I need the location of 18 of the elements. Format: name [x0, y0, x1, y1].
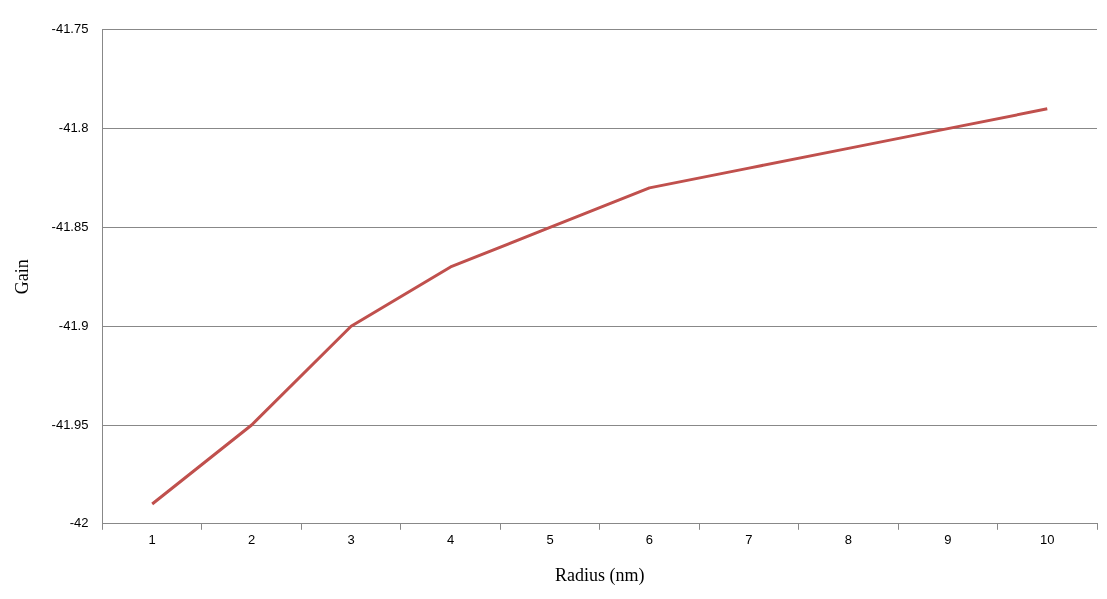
x-tick-label: 7: [745, 532, 753, 548]
x-tick-label: 10: [1040, 532, 1055, 548]
y-tick-label: -41.85: [51, 218, 89, 234]
x-tick-label: 1: [148, 532, 156, 548]
y-tick-label: -41.8: [58, 120, 89, 136]
x-tick-label: 2: [248, 532, 256, 548]
x-tick-label: 4: [446, 532, 455, 548]
x-tick-label: 5: [546, 532, 554, 548]
x-tick-label: 3: [347, 532, 355, 548]
x-tick-label: 6: [645, 532, 654, 548]
x-axis-title: Radius (nm): [554, 564, 645, 586]
x-tick-label: 8: [844, 532, 852, 548]
y-axis-title: Gain: [11, 259, 32, 295]
y-tick-label: -41.75: [51, 21, 89, 37]
y-tick-label: -41.9: [58, 317, 89, 333]
x-tick-label: 9: [944, 532, 952, 548]
y-tick-label: -41.95: [51, 416, 89, 432]
y-tick-label: -42: [69, 515, 89, 531]
